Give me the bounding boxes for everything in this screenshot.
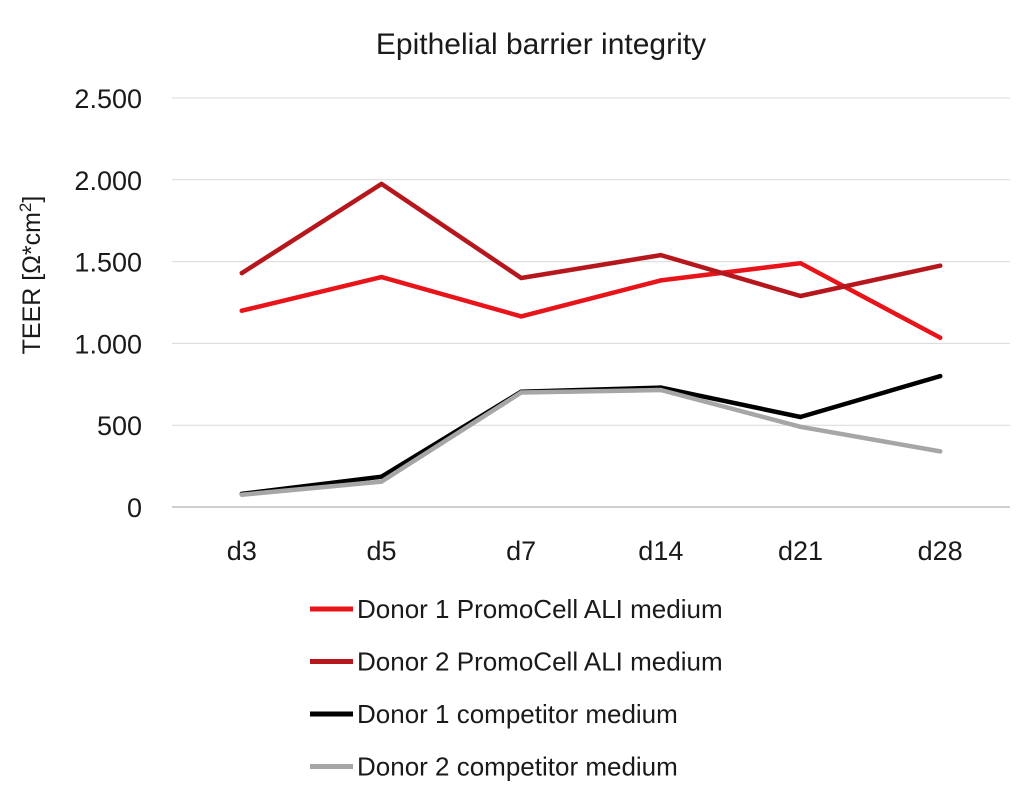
y-tick-label: 1.500 <box>74 248 142 278</box>
x-tick-label: d14 <box>638 536 683 566</box>
x-tick-label: d28 <box>918 536 963 566</box>
series-line-2 <box>239 181 943 299</box>
data-point <box>798 424 803 430</box>
y-axis-tick-labels: 0 500 1.000 1.500 2.000 2.500 <box>74 84 142 523</box>
y-tick-label: 2.500 <box>74 84 142 114</box>
legend-label: Donor 2 competitor medium <box>357 752 678 782</box>
y-axis-label-end: ] <box>18 196 46 203</box>
gridlines <box>172 97 1010 508</box>
legend-label: Donor 1 competitor medium <box>357 699 678 729</box>
legend-item: Donor 2 PromoCell ALI medium <box>310 647 723 677</box>
data-point <box>937 373 943 379</box>
series-lines <box>239 181 943 497</box>
data-point <box>937 449 943 454</box>
data-point <box>379 479 384 484</box>
data-point <box>798 261 803 266</box>
data-point <box>379 181 384 187</box>
data-point <box>798 293 803 299</box>
legend: Donor 1 PromoCell ALI medium Donor 2 Prom… <box>310 594 723 782</box>
data-point <box>518 390 524 395</box>
x-tick-label: d21 <box>778 536 823 566</box>
data-point <box>518 314 524 319</box>
data-point <box>798 414 803 420</box>
x-tick-label: d5 <box>366 536 396 566</box>
data-point <box>239 308 245 313</box>
series-line-1 <box>239 260 943 340</box>
y-tick-label: 500 <box>97 411 142 441</box>
x-tick-label: d3 <box>227 536 257 566</box>
legend-item: Donor 1 PromoCell ALI medium <box>310 594 723 624</box>
legend-label: Donor 2 PromoCell ALI medium <box>357 647 723 677</box>
data-point <box>658 387 664 393</box>
data-point <box>239 270 245 276</box>
y-axis-label-superscript: 2 <box>16 203 35 212</box>
data-point <box>239 492 245 497</box>
data-point <box>937 335 943 340</box>
y-tick-label: 1.000 <box>74 329 142 359</box>
legend-item: Donor 2 competitor medium <box>310 752 678 782</box>
data-point <box>518 275 524 281</box>
y-axis-label: TEER [Ω*cm2] <box>16 196 46 355</box>
data-point <box>658 278 664 283</box>
y-axis-label-main: TEER [Ω*cm <box>18 212 46 354</box>
chart-title: Epithelial barrier integrity <box>376 28 706 61</box>
x-axis-tick-labels: d3 d5 d7 d14 d21 d28 <box>227 536 963 566</box>
legend-label: Donor 1 PromoCell ALI medium <box>357 594 723 624</box>
series-line-4 <box>239 387 943 497</box>
data-point <box>379 474 384 479</box>
data-point <box>937 263 943 268</box>
legend-item: Donor 1 competitor medium <box>310 699 678 729</box>
data-point <box>379 274 384 280</box>
y-tick-label: 0 <box>127 493 142 523</box>
y-tick-label: 2.000 <box>74 166 142 196</box>
x-tick-label: d7 <box>506 536 536 566</box>
data-point <box>658 252 664 258</box>
